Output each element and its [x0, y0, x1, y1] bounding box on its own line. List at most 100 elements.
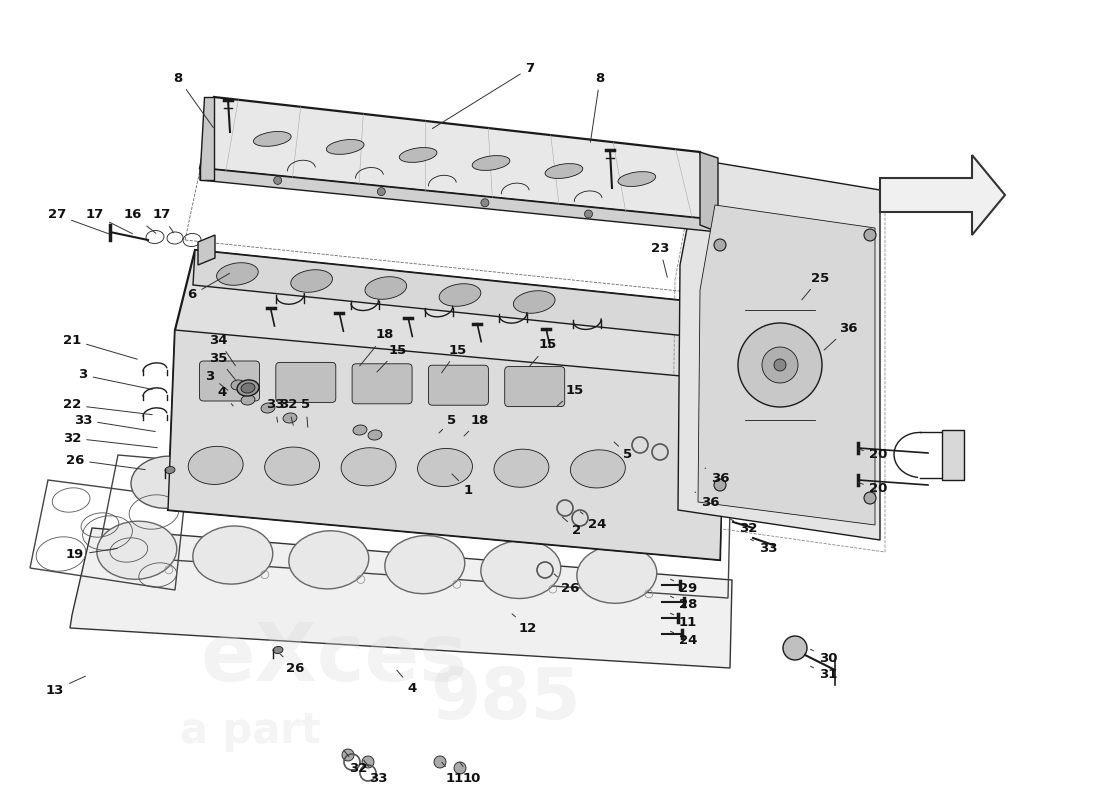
Text: 31: 31	[811, 666, 837, 682]
Ellipse shape	[241, 383, 255, 393]
Ellipse shape	[353, 425, 367, 435]
Ellipse shape	[253, 131, 292, 146]
Circle shape	[584, 210, 593, 218]
Text: 3: 3	[206, 370, 228, 390]
Text: 15: 15	[557, 383, 584, 406]
Text: 3: 3	[78, 369, 152, 390]
Ellipse shape	[522, 474, 595, 526]
Text: 21: 21	[63, 334, 138, 359]
Text: 8: 8	[591, 71, 605, 142]
Text: 35: 35	[209, 351, 236, 381]
Text: 17: 17	[153, 209, 174, 233]
Ellipse shape	[231, 380, 245, 390]
Circle shape	[342, 749, 354, 761]
Text: 36: 36	[824, 322, 857, 350]
Text: 29: 29	[671, 579, 697, 594]
Text: 10: 10	[460, 762, 481, 785]
Text: 24: 24	[671, 631, 697, 646]
Text: 25: 25	[802, 271, 829, 300]
Text: a part: a part	[180, 710, 321, 752]
Ellipse shape	[192, 526, 273, 584]
Text: 2: 2	[562, 517, 582, 537]
Text: 27: 27	[48, 209, 109, 234]
Polygon shape	[168, 250, 725, 560]
Ellipse shape	[273, 646, 283, 654]
Text: 5: 5	[614, 442, 632, 462]
Ellipse shape	[472, 155, 510, 170]
Circle shape	[481, 198, 488, 206]
Circle shape	[274, 176, 282, 184]
Text: 16: 16	[124, 209, 156, 234]
Ellipse shape	[546, 164, 583, 178]
Text: 33: 33	[74, 414, 155, 431]
Text: 33: 33	[266, 398, 284, 422]
Text: 34: 34	[209, 334, 235, 366]
Ellipse shape	[399, 147, 437, 162]
Text: 17: 17	[86, 209, 132, 234]
FancyBboxPatch shape	[276, 362, 336, 402]
Text: 985: 985	[430, 665, 581, 734]
Ellipse shape	[618, 172, 656, 186]
Circle shape	[434, 756, 446, 768]
Text: 5: 5	[301, 398, 310, 427]
Ellipse shape	[425, 470, 497, 522]
Circle shape	[377, 188, 385, 196]
Polygon shape	[200, 97, 718, 220]
Text: 23: 23	[651, 242, 669, 278]
Ellipse shape	[341, 448, 396, 486]
Circle shape	[454, 762, 466, 774]
Text: 8: 8	[174, 71, 213, 128]
Circle shape	[864, 229, 876, 241]
Ellipse shape	[514, 290, 556, 314]
Text: 26: 26	[280, 654, 305, 674]
Polygon shape	[168, 330, 725, 560]
Ellipse shape	[494, 449, 549, 487]
Polygon shape	[700, 152, 718, 232]
Text: 32: 32	[730, 519, 757, 534]
Circle shape	[774, 359, 786, 371]
Circle shape	[714, 239, 726, 251]
Circle shape	[738, 323, 822, 407]
Ellipse shape	[131, 456, 202, 508]
FancyBboxPatch shape	[428, 365, 488, 405]
Text: 18: 18	[464, 414, 490, 436]
Text: 4: 4	[218, 386, 233, 406]
Text: 13: 13	[46, 676, 86, 697]
FancyBboxPatch shape	[505, 366, 564, 406]
Text: 12: 12	[513, 614, 537, 634]
Ellipse shape	[418, 449, 473, 486]
Ellipse shape	[241, 395, 255, 405]
Text: 24: 24	[580, 512, 606, 531]
Text: 22: 22	[63, 398, 152, 414]
Text: 32: 32	[278, 398, 297, 426]
Text: 32: 32	[63, 431, 157, 448]
Bar	[942, 430, 964, 480]
Text: 15: 15	[441, 343, 468, 373]
Ellipse shape	[217, 262, 258, 286]
Ellipse shape	[289, 530, 368, 589]
Ellipse shape	[365, 277, 407, 299]
Text: 7: 7	[432, 62, 535, 129]
Ellipse shape	[188, 446, 243, 485]
Circle shape	[783, 636, 807, 660]
Text: 33: 33	[364, 760, 387, 785]
Text: 26: 26	[554, 574, 580, 594]
Polygon shape	[198, 235, 214, 265]
Text: 19: 19	[66, 549, 118, 562]
Ellipse shape	[261, 403, 275, 413]
Circle shape	[762, 347, 798, 383]
Ellipse shape	[576, 545, 657, 603]
Text: 36: 36	[705, 468, 729, 485]
Ellipse shape	[368, 430, 382, 440]
Text: 28: 28	[671, 596, 697, 611]
Text: 15: 15	[530, 338, 557, 366]
Text: 26: 26	[66, 454, 145, 470]
Ellipse shape	[385, 535, 465, 594]
Ellipse shape	[238, 380, 258, 396]
Ellipse shape	[229, 461, 300, 513]
Ellipse shape	[327, 465, 399, 518]
Text: 32: 32	[343, 750, 367, 774]
Polygon shape	[200, 168, 718, 232]
Ellipse shape	[439, 284, 481, 306]
Text: 20: 20	[858, 449, 888, 462]
